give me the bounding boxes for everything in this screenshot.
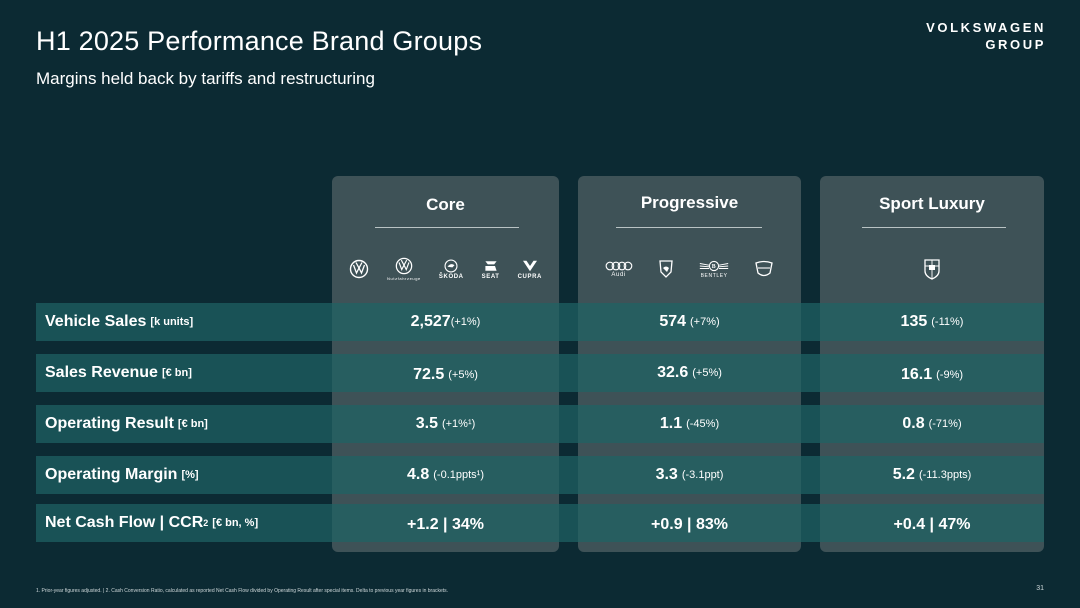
- cell-value: 3.3: [655, 466, 678, 483]
- page-subtitle: Margins held back by tariffs and restruc…: [36, 69, 375, 88]
- cell-delta: (-45%): [686, 418, 720, 430]
- row-label-text: Operating Result: [45, 415, 174, 432]
- row-band-sales-revenue: [36, 354, 1044, 392]
- row-band-net-cash-flow: [36, 504, 1044, 542]
- lamborghini-icon: [658, 259, 674, 279]
- cell-progressive-operating-result: 1.1 (-45%): [578, 405, 801, 443]
- brand-logos: Audi B BENTLEY: [578, 254, 801, 284]
- cell-sport-luxury-sales-revenue: 16.1 (-9%): [820, 356, 1044, 394]
- cell-core-vehicle-sales: 2,527 (+1%): [332, 303, 559, 341]
- column-header: Sport Luxury: [879, 194, 985, 213]
- row-label-vehicle-sales: Vehicle Sales [k units]: [45, 303, 193, 341]
- cell-delta: (+1%¹): [441, 418, 476, 430]
- cell-value: +1.2 | 34%: [407, 516, 484, 533]
- brand-label: Nutzfahrzeuge: [387, 276, 421, 281]
- row-band-vehicle-sales: [36, 303, 1044, 341]
- cell-core-operating-margin: 4.8 (-0.1ppts¹): [332, 456, 559, 494]
- cell-value: 5.2: [892, 466, 915, 483]
- row-unit: [€ bn]: [177, 418, 208, 430]
- row-label-text: Net Cash Flow | CCR: [45, 514, 204, 531]
- cell-progressive-net-cash-flow: +0.9 | 83%: [578, 506, 801, 544]
- cell-delta: (+1%): [450, 316, 481, 328]
- brand-logos: Nutzfahrzeuge ŠKODA SEAT CUPRA: [332, 254, 559, 284]
- row-unit: [%]: [181, 469, 199, 481]
- company-logo: VOLKSWAGEN GROUP: [926, 19, 1046, 53]
- column-divider: [862, 227, 1006, 228]
- cell-delta: (-11.3ppts): [918, 469, 972, 481]
- vw-commercial-icon: Nutzfahrzeuge: [387, 257, 421, 281]
- brand-label: BENTLEY: [700, 272, 728, 279]
- cell-value: 135: [900, 313, 928, 330]
- page-number: 31: [1036, 585, 1044, 592]
- ducati-icon: [754, 259, 774, 279]
- brand-label: ŠKODA: [438, 273, 464, 280]
- cell-value: 0.8: [902, 415, 925, 432]
- row-unit: [k units]: [150, 316, 194, 328]
- cell-value: 1.1: [659, 415, 683, 432]
- page-title: H1 2025 Performance Brand Groups: [36, 26, 483, 56]
- cell-progressive-vehicle-sales: 574 (+7%): [578, 303, 801, 341]
- cell-value: 2,527: [410, 313, 451, 330]
- row-band-operating-margin: [36, 456, 1044, 494]
- row-unit: [€ bn]: [161, 367, 192, 379]
- cell-value: +0.9 | 83%: [651, 516, 728, 533]
- cell-delta: (-0.1ppts¹): [433, 469, 484, 481]
- skoda-icon: ŠKODA: [438, 258, 464, 280]
- cell-progressive-sales-revenue: 32.6 (+5%): [578, 354, 801, 392]
- column-divider: [616, 227, 762, 228]
- column-header: Progressive: [640, 193, 739, 212]
- cell-value: 72.5: [413, 366, 445, 383]
- brand-label: Audi: [611, 271, 626, 278]
- bentley-icon: B BENTLEY: [699, 260, 729, 279]
- audi-icon: Audi: [605, 261, 633, 278]
- cell-core-sales-revenue: 72.5 (+5%): [332, 356, 559, 394]
- cell-value: 32.6: [657, 364, 689, 381]
- row-label-sup: 2: [203, 518, 209, 528]
- cell-core-operating-result: 3.5 (+1%¹): [332, 405, 559, 443]
- row-label-text: Vehicle Sales: [45, 313, 147, 330]
- cell-value: 16.1: [900, 366, 933, 383]
- row-label-sales-revenue: Sales Revenue [€ bn]: [45, 354, 192, 392]
- cell-delta: (+5%): [448, 369, 478, 381]
- vw-icon: [349, 259, 369, 279]
- row-unit: [€ bn, %]: [212, 517, 259, 529]
- porsche-icon: [923, 258, 941, 280]
- cell-sport-luxury-operating-result: 0.8 (-71%): [820, 405, 1044, 443]
- brand-label: SEAT: [481, 273, 500, 280]
- seat-icon: SEAT: [482, 259, 500, 280]
- cell-delta: (-3.1ppt): [681, 469, 724, 481]
- logo-line-1: VOLKSWAGEN: [926, 20, 1046, 35]
- cell-sport-luxury-operating-margin: 5.2 (-11.3ppts): [820, 456, 1044, 494]
- cell-sport-luxury-vehicle-sales: 135 (-11%): [820, 303, 1044, 341]
- row-label-text: Operating Margin: [45, 466, 178, 483]
- footnote: 1. Prior-year figures adjusted. | 2. Cas…: [36, 588, 449, 594]
- cell-progressive-operating-margin: 3.3 (-3.1ppt): [578, 456, 801, 494]
- row-label-operating-result: Operating Result [€ bn]: [45, 405, 208, 443]
- cupra-icon: CUPRA: [518, 259, 542, 280]
- cell-delta: (-71%): [928, 418, 962, 430]
- logo-line-2: GROUP: [985, 37, 1046, 52]
- cell-sport-luxury-net-cash-flow: +0.4 | 47%: [820, 506, 1044, 544]
- cell-value: 4.8: [407, 466, 430, 483]
- brand-logos: [820, 254, 1044, 284]
- cell-value: +0.4 | 47%: [893, 516, 971, 533]
- column-divider: [375, 227, 519, 228]
- svg-text:B: B: [712, 264, 716, 270]
- cell-core-net-cash-flow: +1.2 | 34%: [332, 506, 559, 544]
- cell-delta: (+5%): [692, 367, 722, 379]
- column-header: Core: [426, 195, 465, 214]
- cell-value: 3.5: [415, 415, 438, 432]
- cell-value: 574: [659, 313, 687, 330]
- row-label-net-cash-flow: Net Cash Flow | CCR 2 [€ bn, %]: [45, 504, 258, 542]
- cell-delta: (+7%): [690, 316, 720, 328]
- row-label-operating-margin: Operating Margin [%]: [45, 456, 199, 494]
- cell-delta: (-11%): [931, 316, 964, 328]
- row-label-text: Sales Revenue: [45, 364, 158, 381]
- cell-delta: (-9%): [936, 369, 964, 381]
- brand-label: CUPRA: [517, 273, 542, 280]
- row-band-operating-result: [36, 405, 1044, 443]
